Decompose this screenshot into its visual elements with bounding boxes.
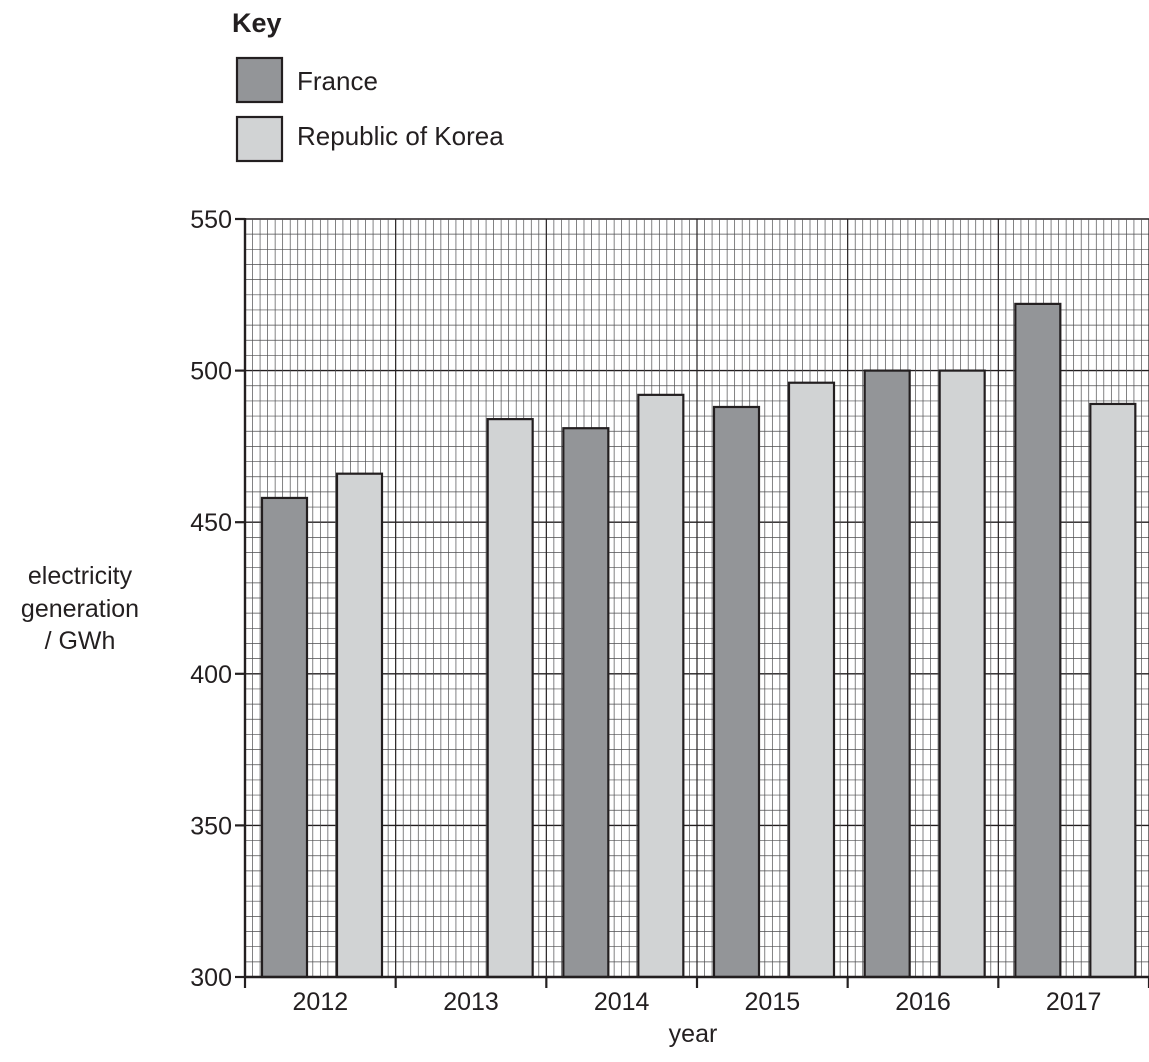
y-tick-label-500: 500	[190, 358, 232, 386]
bar-republic-of-korea-2012	[335, 472, 384, 979]
bar-france-2012	[260, 496, 309, 979]
legend-label-korea: Republic of Korea	[297, 121, 504, 151]
y-axis-title: electricity generation / GWh	[21, 562, 139, 655]
x-tick-label-2013: 2013	[443, 988, 499, 1016]
bar-france-2017	[1014, 302, 1062, 979]
bar-republic-of-korea-2015	[787, 381, 836, 979]
bar-france-2014	[562, 427, 610, 979]
bar-republic-of-korea-2013	[486, 418, 534, 979]
y-tick-label-400: 400	[190, 661, 232, 689]
x-tick-label-2012: 2012	[293, 988, 349, 1016]
bar-republic-of-korea-2014	[637, 393, 685, 979]
bars	[260, 302, 1137, 979]
x-tick-label-2017: 2017	[1046, 988, 1102, 1016]
y-tick-label-300: 300	[190, 964, 232, 992]
x-tick-label-2014: 2014	[594, 988, 650, 1016]
y-axis-title-line-3: / GWh	[45, 627, 116, 655]
x-tick-label-2016: 2016	[895, 988, 951, 1016]
bar-france-2015	[712, 405, 761, 979]
y-tick-label-350: 350	[190, 812, 232, 840]
y-axis-title-line-1: electricity	[28, 562, 133, 590]
y-tick-label-550: 550	[190, 206, 232, 234]
legend-swatch-korea	[235, 115, 284, 163]
y-axis-title-line-2: generation	[21, 595, 139, 623]
legend: Key France Republic of Korea	[232, 8, 504, 163]
y-tick-label-450: 450	[190, 509, 232, 537]
bar-republic-of-korea-2017	[1089, 402, 1137, 979]
bar-france-2016	[863, 369, 911, 979]
tick-labels: 300 350 400 450 500 550 2012 2013 2014 2015 2016 20…	[190, 206, 1149, 1016]
x-axis-title: year	[669, 1020, 718, 1048]
x-tick-label-2015: 2015	[745, 988, 801, 1016]
legend-swatch-france	[235, 56, 284, 104]
bar-republic-of-korea-2016	[938, 369, 986, 979]
legend-title: Key	[232, 8, 282, 38]
legend-label-france: France	[297, 66, 378, 96]
